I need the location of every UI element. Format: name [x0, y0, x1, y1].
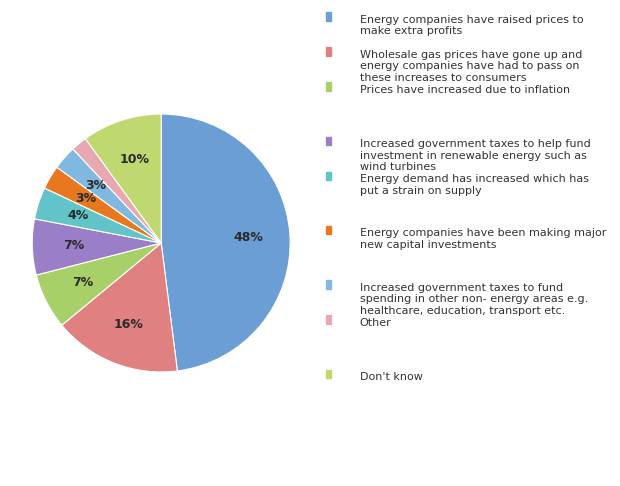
- Text: Energy demand has increased which has
put a strain on supply: Energy demand has increased which has pu…: [360, 174, 588, 195]
- Text: 10%: 10%: [119, 153, 149, 166]
- Wedge shape: [32, 219, 161, 275]
- Text: Increased government taxes to help fund
investment in renewable energy such as
w: Increased government taxes to help fund …: [360, 139, 590, 172]
- Bar: [326, 172, 331, 180]
- Bar: [326, 137, 331, 145]
- Text: 4%: 4%: [67, 209, 89, 223]
- Wedge shape: [62, 243, 177, 372]
- Wedge shape: [86, 114, 161, 243]
- Wedge shape: [73, 139, 161, 243]
- Text: Energy companies have been making major
new capital investments: Energy companies have been making major …: [360, 228, 606, 250]
- Text: 7%: 7%: [73, 277, 94, 289]
- Text: 3%: 3%: [85, 178, 106, 191]
- Bar: [326, 12, 331, 20]
- Text: Energy companies have raised prices to
make extra profits: Energy companies have raised prices to m…: [360, 15, 583, 36]
- Bar: [326, 370, 331, 378]
- Bar: [326, 82, 331, 90]
- Bar: [326, 226, 331, 234]
- Bar: [326, 315, 331, 324]
- Text: 48%: 48%: [234, 231, 264, 244]
- Wedge shape: [35, 188, 161, 243]
- Wedge shape: [57, 149, 161, 243]
- Text: Increased government taxes to fund
spending in other non- energy areas e.g.
heal: Increased government taxes to fund spend…: [360, 283, 588, 316]
- Wedge shape: [161, 114, 290, 371]
- Bar: [326, 47, 331, 55]
- Bar: [326, 280, 331, 289]
- Text: 16%: 16%: [114, 318, 144, 331]
- Text: Don't know: Don't know: [360, 372, 422, 382]
- Text: Prices have increased due to inflation: Prices have increased due to inflation: [360, 85, 570, 95]
- Text: Wholesale gas prices have gone up and
energy companies have had to pass on
these: Wholesale gas prices have gone up and en…: [360, 50, 582, 83]
- Text: Other: Other: [360, 318, 391, 328]
- Wedge shape: [37, 243, 161, 325]
- Text: 3%: 3%: [75, 192, 96, 205]
- Wedge shape: [45, 167, 161, 243]
- Text: 7%: 7%: [63, 239, 84, 252]
